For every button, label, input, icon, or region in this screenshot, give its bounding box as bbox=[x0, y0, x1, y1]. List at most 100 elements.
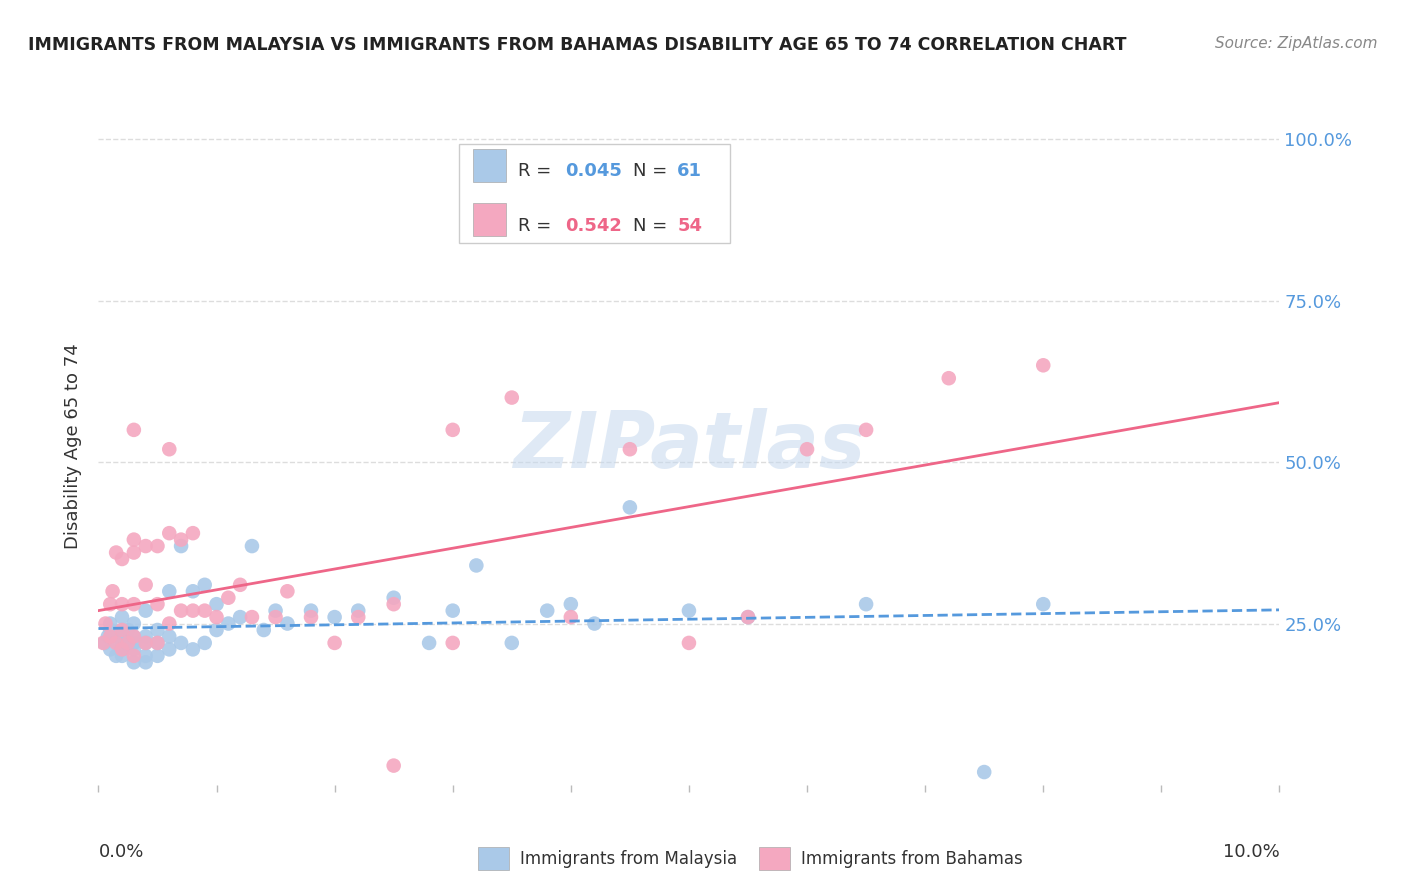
Point bbox=[205, 623, 228, 637]
Point bbox=[441, 423, 464, 437]
Point bbox=[122, 597, 145, 611]
Point bbox=[217, 591, 239, 605]
Point bbox=[418, 636, 440, 650]
Point bbox=[146, 539, 169, 553]
Text: 54: 54 bbox=[678, 217, 702, 235]
Point bbox=[98, 597, 121, 611]
Point bbox=[122, 616, 145, 631]
Point bbox=[181, 604, 204, 618]
Point bbox=[105, 636, 128, 650]
Point bbox=[501, 391, 523, 405]
Point bbox=[122, 642, 145, 657]
Point bbox=[181, 584, 204, 599]
Point bbox=[323, 610, 346, 624]
Point bbox=[111, 623, 134, 637]
Point bbox=[111, 610, 134, 624]
Point bbox=[105, 545, 128, 559]
Point bbox=[194, 604, 217, 618]
Point bbox=[229, 578, 252, 592]
Point bbox=[135, 636, 157, 650]
Point bbox=[560, 610, 582, 624]
Point bbox=[253, 623, 276, 637]
Point bbox=[737, 610, 759, 624]
Point bbox=[111, 642, 134, 657]
Point bbox=[240, 539, 263, 553]
Point bbox=[170, 604, 193, 618]
Point bbox=[146, 636, 169, 650]
Point bbox=[678, 636, 700, 650]
Point bbox=[111, 642, 134, 657]
Point bbox=[105, 648, 128, 663]
Point bbox=[97, 630, 120, 644]
Point bbox=[146, 623, 169, 637]
Point bbox=[217, 616, 239, 631]
Point bbox=[347, 610, 370, 624]
Point bbox=[276, 616, 298, 631]
Point bbox=[205, 610, 228, 624]
Point bbox=[194, 578, 217, 592]
Point bbox=[170, 636, 193, 650]
Point bbox=[146, 648, 169, 663]
Point bbox=[157, 642, 180, 657]
Point bbox=[441, 636, 464, 650]
Point bbox=[560, 597, 582, 611]
Point bbox=[796, 442, 818, 457]
Point bbox=[441, 604, 464, 618]
Point bbox=[181, 526, 204, 541]
Point bbox=[678, 604, 700, 618]
Point bbox=[135, 630, 157, 644]
Text: R =: R = bbox=[517, 162, 557, 180]
Text: IMMIGRANTS FROM MALAYSIA VS IMMIGRANTS FROM BAHAMAS DISABILITY AGE 65 TO 74 CORR: IMMIGRANTS FROM MALAYSIA VS IMMIGRANTS F… bbox=[28, 36, 1126, 54]
Point bbox=[111, 648, 134, 663]
Point bbox=[122, 636, 145, 650]
Text: 61: 61 bbox=[678, 162, 702, 180]
Point bbox=[111, 552, 134, 566]
Point bbox=[122, 630, 145, 644]
Point bbox=[157, 442, 180, 457]
Point bbox=[536, 604, 558, 618]
Text: 0.542: 0.542 bbox=[565, 217, 621, 235]
FancyBboxPatch shape bbox=[458, 145, 730, 243]
Point bbox=[938, 371, 960, 385]
Point bbox=[229, 610, 252, 624]
Point bbox=[973, 765, 995, 780]
Y-axis label: Disability Age 65 to 74: Disability Age 65 to 74 bbox=[65, 343, 83, 549]
Point bbox=[157, 526, 180, 541]
Point bbox=[501, 636, 523, 650]
Point bbox=[111, 597, 134, 611]
Point bbox=[105, 630, 128, 644]
Point bbox=[146, 636, 169, 650]
Point bbox=[583, 616, 606, 631]
Point bbox=[135, 655, 157, 669]
Text: Immigrants from Malaysia: Immigrants from Malaysia bbox=[520, 849, 737, 868]
Point bbox=[94, 616, 117, 631]
Point bbox=[146, 597, 169, 611]
Point bbox=[122, 648, 145, 663]
Text: 0.0%: 0.0% bbox=[98, 843, 143, 861]
Point bbox=[122, 655, 145, 669]
Point bbox=[619, 442, 641, 457]
Point bbox=[240, 610, 263, 624]
Point bbox=[855, 423, 877, 437]
Point bbox=[135, 636, 157, 650]
Point bbox=[157, 630, 180, 644]
Point bbox=[347, 604, 370, 618]
Text: Source: ZipAtlas.com: Source: ZipAtlas.com bbox=[1215, 36, 1378, 51]
Point bbox=[111, 636, 134, 650]
Point bbox=[135, 648, 157, 663]
Text: R =: R = bbox=[517, 217, 557, 235]
Point bbox=[205, 597, 228, 611]
Point bbox=[135, 604, 157, 618]
Point bbox=[299, 604, 322, 618]
Point bbox=[276, 584, 298, 599]
Text: N =: N = bbox=[634, 162, 673, 180]
Point bbox=[98, 616, 121, 631]
Point bbox=[122, 533, 145, 547]
Point bbox=[93, 636, 115, 650]
Point bbox=[737, 610, 759, 624]
Point bbox=[382, 758, 405, 772]
Point bbox=[465, 558, 488, 573]
Point bbox=[1032, 359, 1054, 373]
Point bbox=[1032, 597, 1054, 611]
Point bbox=[264, 604, 287, 618]
